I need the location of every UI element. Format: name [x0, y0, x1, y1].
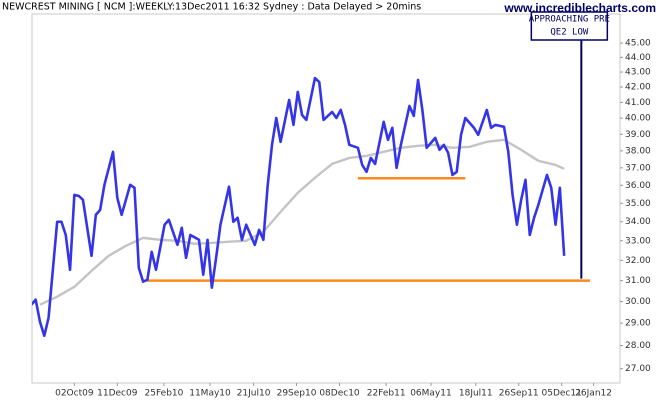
plot-frame [31, 13, 621, 384]
x-tick-label: 25Feb10 [145, 389, 184, 399]
y-tick-label: 29.00 [625, 319, 651, 329]
x-tick-label: 11May10 [189, 389, 231, 399]
annotation-text: QE2 LOW [550, 28, 589, 38]
x-tick-label: 06May11 [410, 389, 452, 399]
y-tick-label: 40.00 [625, 114, 651, 124]
y-tick-label: 32.00 [625, 256, 651, 266]
price-line [32, 76, 566, 338]
x-tick-label: 08Dec10 [319, 389, 360, 399]
chart-title: NEWCREST MINING [ NCM ]:WEEKLY:13Dec2011… [2, 2, 421, 13]
y-tick-label: 34.00 [625, 217, 651, 227]
y-tick-label: 30.00 [625, 297, 651, 307]
y-tick-label: 42.00 [625, 83, 651, 93]
x-tick-label: 02Oct09 [55, 389, 94, 399]
x-tick-label: 05Dec11 [542, 389, 582, 399]
moving-average-line [39, 138, 565, 306]
y-tick-label: 44.00 [625, 53, 651, 63]
x-tick-label: 26Sep11 [499, 389, 539, 399]
y-tick-label: 31.00 [625, 276, 651, 286]
x-tick-label: 29Sep10 [277, 389, 317, 399]
y-tick-label: 28.00 [625, 341, 651, 351]
x-tick-label: 22Feb11 [367, 389, 406, 399]
y-tick-label: 33.00 [625, 236, 651, 246]
y-tick-label: 37.00 [625, 163, 651, 173]
y-tick-label: 45.00 [625, 39, 651, 49]
y-tick-label: 35.00 [625, 199, 651, 209]
y-tick-label: 39.00 [625, 130, 651, 140]
y-tick-label: 38.00 [625, 146, 651, 156]
annotation-box [530, 11, 609, 41]
y-tick-label: 41.00 [625, 98, 651, 108]
y-tick-label: 36.00 [625, 181, 651, 191]
y-tick-label: 27.00 [625, 364, 651, 374]
x-tick-label: 11Dec09 [97, 389, 138, 399]
x-tick-label: 26Jan12 [575, 389, 612, 399]
x-tick-label: 21Jul10 [237, 389, 271, 399]
x-tick-label: 18Jul11 [459, 389, 493, 399]
annotation-text: APPROACHING PRE [529, 15, 610, 25]
y-tick-label: 43.00 [625, 68, 651, 78]
